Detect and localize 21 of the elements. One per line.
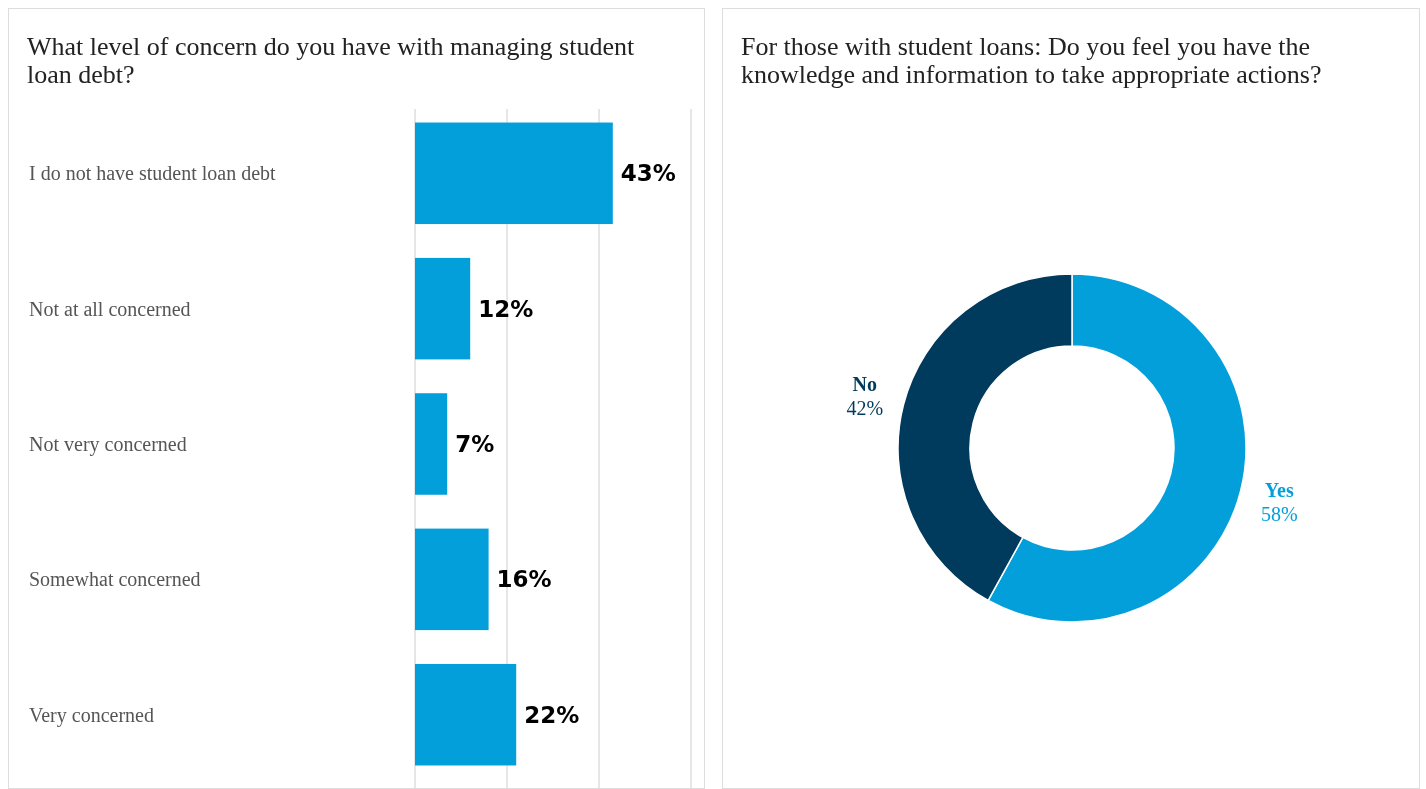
slice-label: Yes xyxy=(1264,479,1294,502)
y-tick-label: Not very concerned xyxy=(29,433,187,456)
bar xyxy=(415,122,613,225)
data-label: 12% xyxy=(478,295,534,322)
y-tick-label: Not at all concerned xyxy=(29,297,191,320)
bar xyxy=(415,393,448,495)
data-label: 7% xyxy=(455,431,495,458)
y-tick-label: I do not have student loan debt xyxy=(29,162,277,185)
data-label: 16% xyxy=(496,566,552,593)
data-label: 43% xyxy=(620,160,676,187)
data-label: 42% xyxy=(846,396,884,419)
bar xyxy=(415,663,517,766)
y-tick-label: Somewhat concerned xyxy=(29,568,201,591)
chart-title: For those with student loans: Do you feel you have the knowledge and information to take appropriate actions? xyxy=(741,32,1322,89)
data-label: 58% xyxy=(1260,503,1298,526)
data-label: 22% xyxy=(524,701,580,728)
bar xyxy=(415,257,471,360)
y-tick-label: Very concerned xyxy=(29,703,154,727)
chart-title: What level of concern do you have with managing student loan debt? xyxy=(27,32,635,89)
bar xyxy=(415,528,489,631)
slice-label: No xyxy=(852,372,877,395)
